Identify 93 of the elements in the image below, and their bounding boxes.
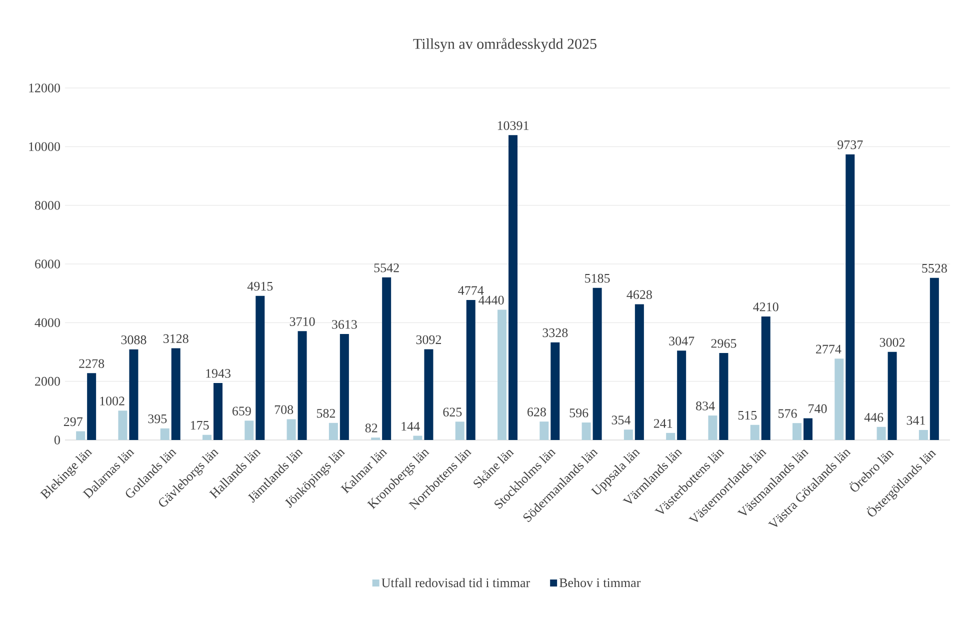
data-label: 834 bbox=[696, 402, 715, 410]
bar bbox=[76, 431, 86, 440]
data-label: 3128 bbox=[163, 334, 188, 344]
data-label: 2278 bbox=[79, 359, 104, 368]
data-label: 2774 bbox=[816, 344, 842, 354]
data-label: 3710 bbox=[290, 317, 315, 326]
y-tick-label: 12000 bbox=[29, 84, 60, 92]
y-tick-label: 0 bbox=[54, 436, 60, 444]
bar bbox=[918, 430, 928, 440]
data-label: 5528 bbox=[922, 264, 947, 273]
data-label: 628 bbox=[528, 408, 546, 416]
bar bbox=[750, 424, 760, 440]
bar bbox=[498, 310, 507, 440]
data-label: 3328 bbox=[542, 328, 568, 338]
bar bbox=[634, 304, 644, 440]
bar bbox=[424, 349, 434, 440]
data-label: 4774 bbox=[458, 286, 484, 295]
data-label: 740 bbox=[808, 404, 827, 414]
bar bbox=[455, 422, 464, 440]
data-label: 5185 bbox=[585, 274, 610, 283]
bar bbox=[413, 436, 422, 440]
data-label: 2965 bbox=[711, 339, 736, 348]
data-label: 4915 bbox=[247, 282, 273, 291]
bar bbox=[708, 416, 718, 440]
bar bbox=[298, 331, 307, 440]
bar bbox=[719, 353, 728, 440]
data-label: 708 bbox=[274, 405, 294, 414]
bar bbox=[677, 350, 686, 440]
bar bbox=[286, 419, 296, 440]
legend-label: Utfall redovisad tid i timmar bbox=[382, 578, 530, 588]
bar bbox=[834, 358, 844, 440]
data-label: 4210 bbox=[753, 302, 778, 312]
bar bbox=[550, 342, 560, 440]
bar bbox=[846, 154, 855, 440]
data-label: 10391 bbox=[498, 121, 528, 130]
data-label: 241 bbox=[654, 419, 672, 428]
bar bbox=[382, 277, 392, 440]
bar bbox=[582, 422, 591, 440]
data-label: 1002 bbox=[100, 396, 124, 406]
data-label: 9737 bbox=[838, 140, 863, 150]
chart-title: Tillsyn av områdesskydd 2025 bbox=[413, 38, 596, 52]
bar bbox=[930, 278, 939, 440]
bar bbox=[888, 352, 897, 440]
bar bbox=[624, 430, 633, 440]
data-label: 144 bbox=[402, 422, 420, 431]
data-label: 596 bbox=[570, 408, 588, 418]
data-label: 4440 bbox=[478, 296, 504, 305]
data-label: 515 bbox=[738, 410, 757, 420]
data-label: 446 bbox=[864, 412, 884, 422]
data-label: 3002 bbox=[880, 338, 905, 347]
data-label: 3047 bbox=[669, 336, 694, 346]
bar bbox=[256, 296, 265, 440]
data-label: 5542 bbox=[374, 263, 399, 272]
bar bbox=[160, 428, 170, 440]
bar bbox=[244, 420, 254, 440]
data-label: 576 bbox=[778, 409, 797, 418]
data-label: 3088 bbox=[121, 335, 146, 344]
bar bbox=[540, 422, 549, 440]
bar bbox=[340, 334, 349, 440]
bar bbox=[876, 426, 886, 440]
bar bbox=[129, 349, 138, 440]
y-tick-label: 2000 bbox=[35, 376, 60, 386]
bar bbox=[792, 423, 802, 440]
data-label: 582 bbox=[316, 408, 336, 418]
data-label: 395 bbox=[148, 414, 167, 424]
bar bbox=[804, 418, 813, 440]
bar bbox=[508, 135, 518, 440]
y-tick-label: 10000 bbox=[29, 142, 60, 152]
bar bbox=[214, 382, 223, 440]
bar bbox=[592, 288, 602, 440]
data-label: 82 bbox=[365, 424, 378, 432]
data-label: 625 bbox=[443, 408, 462, 416]
y-tick-label: 4000 bbox=[34, 318, 60, 328]
bar bbox=[87, 373, 96, 440]
bar bbox=[761, 316, 770, 440]
y-tick-label: 6000 bbox=[35, 260, 60, 268]
bar bbox=[666, 432, 676, 440]
bar bbox=[202, 434, 212, 440]
data-label: 1943 bbox=[206, 369, 230, 378]
y-tick-label: 8000 bbox=[34, 200, 60, 210]
data-label: 659 bbox=[232, 406, 251, 416]
data-label: 3613 bbox=[332, 320, 357, 329]
bar bbox=[466, 300, 476, 440]
bar bbox=[328, 422, 338, 440]
data-label: 175 bbox=[190, 420, 209, 430]
bar bbox=[118, 410, 128, 440]
data-label: 354 bbox=[612, 416, 631, 424]
data-label: 297 bbox=[64, 417, 83, 426]
data-label: 3092 bbox=[416, 335, 442, 344]
data-label: 4628 bbox=[626, 290, 652, 300]
bar bbox=[171, 348, 180, 440]
legend-label: Behov i timmar bbox=[559, 578, 641, 588]
data-label: 341 bbox=[906, 416, 925, 425]
